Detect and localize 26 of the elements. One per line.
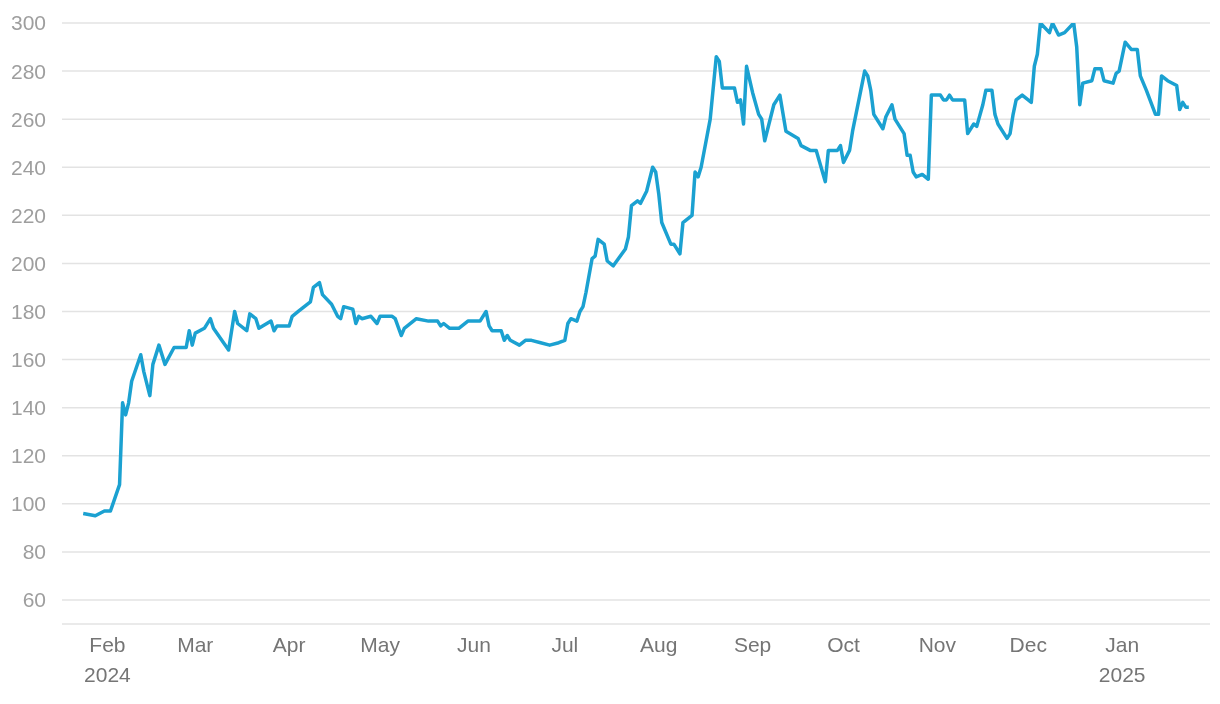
x-tick-label: Dec [1009, 633, 1047, 656]
x-tick-label: May [360, 633, 401, 656]
x-tick-label: Jan 2025 [1098, 633, 1146, 686]
y-tick-label: 120 [10, 444, 46, 468]
x-tick-label: Apr [272, 633, 306, 656]
y-tick-label: 140 [10, 396, 46, 420]
x-tick-label: Nov [918, 633, 957, 656]
y-tick-label: 160 [10, 348, 46, 372]
y-tick-label: 180 [10, 299, 46, 323]
x-tick-label: Oct [827, 633, 860, 656]
y-tick-label: 100 [10, 492, 46, 516]
x-tick-label: Feb 2024 [84, 633, 132, 686]
y-tick-label: 280 [10, 59, 46, 83]
x-tick-label: Aug [640, 633, 678, 656]
y-tick-label: 220 [10, 203, 46, 227]
x-tick-label: Sep [733, 633, 772, 656]
y-tick-label: 260 [10, 107, 46, 131]
line-series [81, 23, 1191, 518]
y-tick-label: 300 [10, 11, 46, 35]
x-tick-label: Jun [457, 633, 491, 656]
x-tick-label: Jul [551, 633, 579, 656]
x-tick-label: Mar [177, 633, 214, 656]
y-tick-label: 200 [10, 251, 46, 275]
y-tick-label: 60 [22, 588, 46, 612]
y-tick-label: 80 [22, 540, 46, 564]
y-tick-label: 240 [10, 155, 46, 179]
